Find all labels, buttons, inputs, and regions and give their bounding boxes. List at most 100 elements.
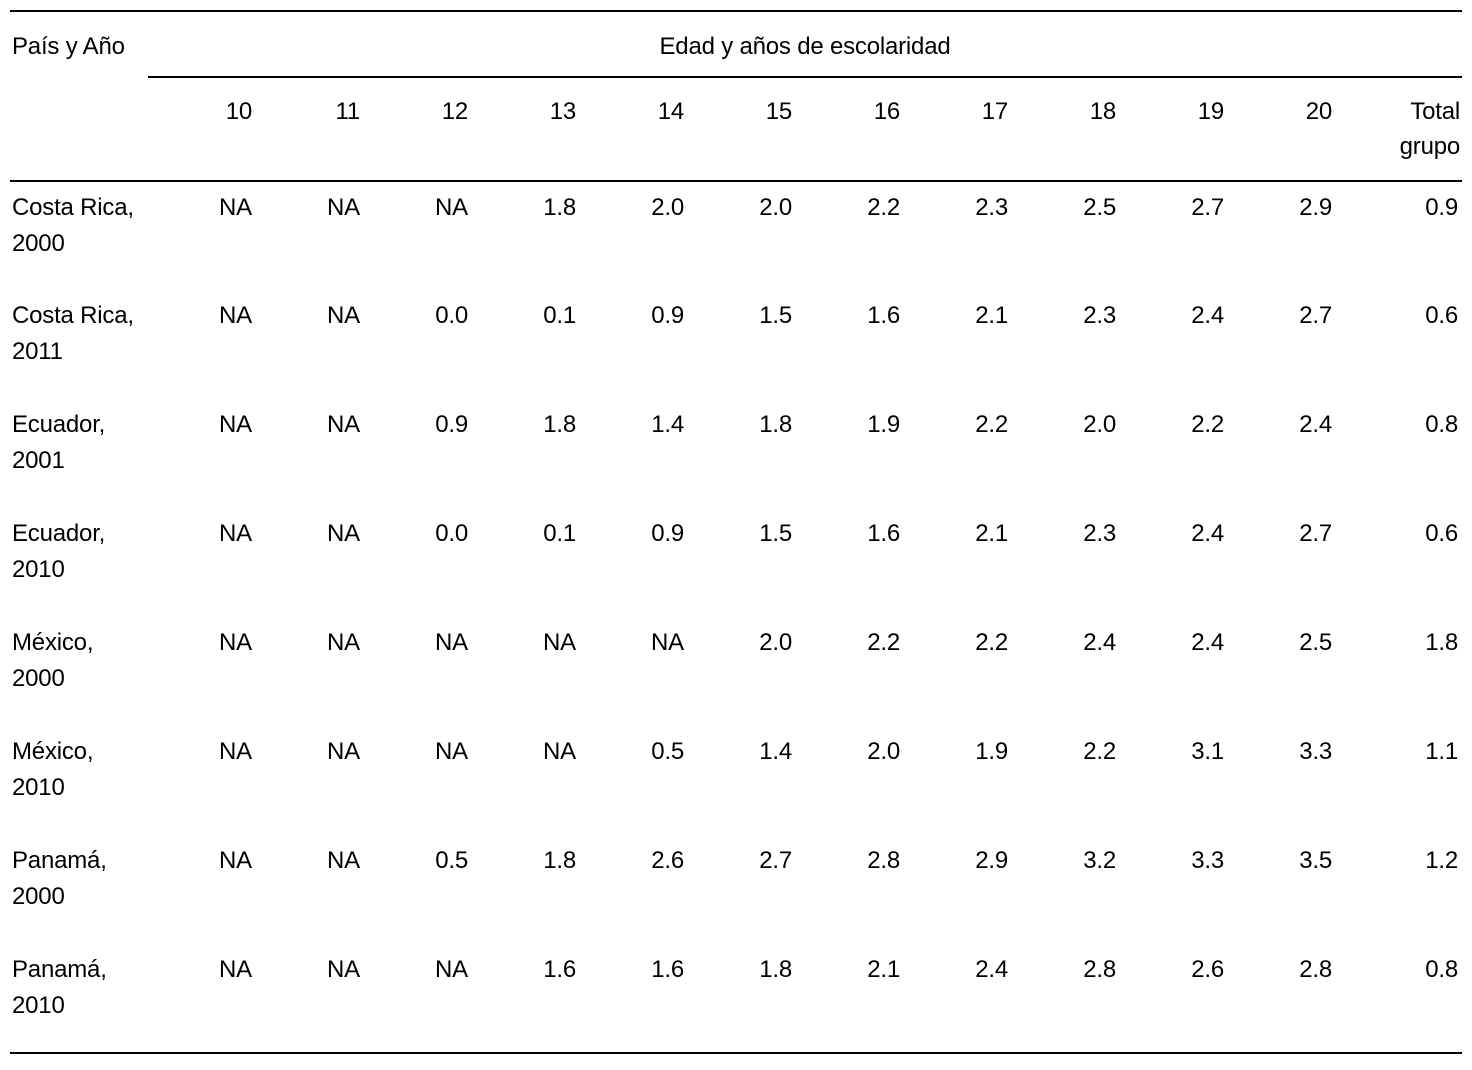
age-col-header: 15 (688, 77, 796, 182)
value-cell: NA (219, 847, 252, 874)
value-cell: 0.5 (435, 847, 468, 874)
country-year-cell: Costa Rica, 2000 (10, 181, 148, 290)
value-cell: 1.8 (1425, 629, 1459, 656)
value-cell: 2.4 (1191, 302, 1224, 329)
country-year-cell: Panamá, 2000 (10, 835, 148, 944)
value-cell: 1.9 (867, 411, 900, 438)
value-cell: 2.2 (867, 629, 900, 656)
value-cell: 1.9 (975, 738, 1008, 765)
value-cell: 1.8 (759, 956, 792, 983)
value-cell: 2.8 (867, 847, 900, 874)
value-cell: 2.4 (1191, 629, 1224, 656)
country-year-cell: México, 2010 (10, 726, 148, 835)
value-cell: 0.9 (651, 302, 684, 329)
value-cell: NA (219, 738, 252, 765)
value-cell: 2.2 (1191, 411, 1224, 438)
age-col-header: 12 (364, 77, 472, 182)
value-cell: 2.2 (1083, 738, 1116, 765)
age-col-header: 17 (904, 77, 1012, 182)
country-year-cell: Panamá, 2010 (10, 944, 148, 1053)
table-row: México, 2000 NA NA NA NA NA 2.0 2.2 2.2 2.4 2.4 2.… (10, 617, 1462, 726)
value-cell: NA (327, 302, 360, 329)
country-year-cell: Ecuador, 2010 (10, 508, 148, 617)
value-cell: NA (219, 520, 252, 547)
value-cell: 1.4 (759, 738, 792, 765)
value-cell: 0.9 (435, 411, 468, 438)
value-cell: 2.8 (1083, 956, 1116, 983)
value-cell: 2.1 (975, 520, 1008, 547)
value-cell: 2.3 (975, 194, 1008, 221)
table-body: Costa Rica, 2000 NA NA NA 1.8 2.0 2.0 2.2 2.3 2.… (10, 181, 1463, 1053)
value-cell: 1.8 (543, 194, 576, 221)
value-cell: NA (327, 411, 360, 438)
value-cell: 1.8 (759, 411, 792, 438)
age-col-header: 19 (1120, 77, 1228, 182)
schooling-by-age-table: País y Año Edad y años de escolaridad 10… (10, 10, 1463, 1054)
value-cell: 2.0 (759, 629, 792, 656)
table-row: Ecuador, 2001 NA NA 0.9 1.8 1.4 1.8 1.9 2.2 2.0 2… (10, 399, 1462, 508)
corner-header-pais-ano: País y Año (10, 10, 148, 182)
age-col-header: 20 (1228, 77, 1336, 182)
value-cell: NA (219, 956, 252, 983)
value-cell: 0.8 (1425, 956, 1459, 983)
value-cell: 1.6 (543, 956, 576, 983)
year-label: 2000 (12, 230, 65, 257)
value-cell: NA (435, 629, 468, 656)
value-cell: 0.0 (435, 520, 468, 547)
value-cell: NA (435, 956, 468, 983)
value-cell: NA (327, 194, 360, 221)
table-row: Ecuador, 2010 NA NA 0.0 0.1 0.9 1.5 1.6 2.1 2.3 2… (10, 508, 1462, 617)
value-cell: 2.7 (759, 847, 792, 874)
table-header: País y Año Edad y años de escolaridad 10… (10, 10, 1463, 182)
span-header-row: País y Año Edad y años de escolaridad (10, 10, 1463, 182)
value-cell: 2.9 (975, 847, 1008, 874)
value-cell: 2.7 (1299, 520, 1332, 547)
value-cell: 1.8 (543, 411, 576, 438)
value-cell: 2.2 (867, 194, 900, 221)
value-cell: NA (327, 956, 360, 983)
value-cell: 0.5 (651, 738, 684, 765)
total-header-line1: Total (1410, 98, 1461, 125)
value-cell: 2.2 (975, 411, 1008, 438)
value-cell: 1.8 (543, 847, 576, 874)
value-cell: 2.0 (1083, 411, 1116, 438)
country-year-cell: México, 2000 (10, 617, 148, 726)
year-label: 2010 (12, 774, 65, 801)
value-cell: NA (543, 738, 576, 765)
value-cell: 2.5 (1083, 194, 1116, 221)
value-cell: 2.6 (651, 847, 684, 874)
value-cell: 2.7 (1299, 302, 1332, 329)
value-cell: 2.8 (1299, 956, 1332, 983)
country-name: Panamá, (12, 956, 107, 983)
country-name: México, (12, 629, 94, 656)
value-cell: NA (219, 629, 252, 656)
value-cell: 2.0 (651, 194, 684, 221)
value-cell: NA (543, 629, 576, 656)
total-col-header: Total grupo (1336, 77, 1463, 182)
age-col-header: 14 (580, 77, 688, 182)
country-year-cell: Costa Rica, 2011 (10, 290, 148, 399)
country-name: Costa Rica, (12, 302, 134, 329)
value-cell: 2.4 (1083, 629, 1116, 656)
value-cell: 3.3 (1299, 738, 1332, 765)
value-cell: 1.5 (759, 302, 792, 329)
value-cell: 0.9 (651, 520, 684, 547)
value-cell: 0.8 (1425, 411, 1459, 438)
age-col-header: 13 (472, 77, 580, 182)
value-cell: NA (327, 520, 360, 547)
country-name: México, (12, 738, 94, 765)
table-row: Panamá, 2010 NA NA NA 1.6 1.6 1.8 2.1 2.4 2.8 2.6… (10, 944, 1462, 1053)
age-col-header: 18 (1012, 77, 1120, 182)
value-cell: NA (219, 302, 252, 329)
value-cell: 1.4 (651, 411, 684, 438)
value-cell: 2.3 (1083, 520, 1116, 547)
year-label: 2000 (12, 665, 65, 692)
total-header-line2: grupo (1399, 133, 1461, 160)
value-cell: NA (327, 629, 360, 656)
year-label: 2011 (12, 338, 63, 365)
value-cell: NA (219, 194, 252, 221)
value-cell: 1.6 (651, 956, 684, 983)
value-cell: 0.1 (543, 302, 576, 329)
value-cell: 2.2 (975, 629, 1008, 656)
